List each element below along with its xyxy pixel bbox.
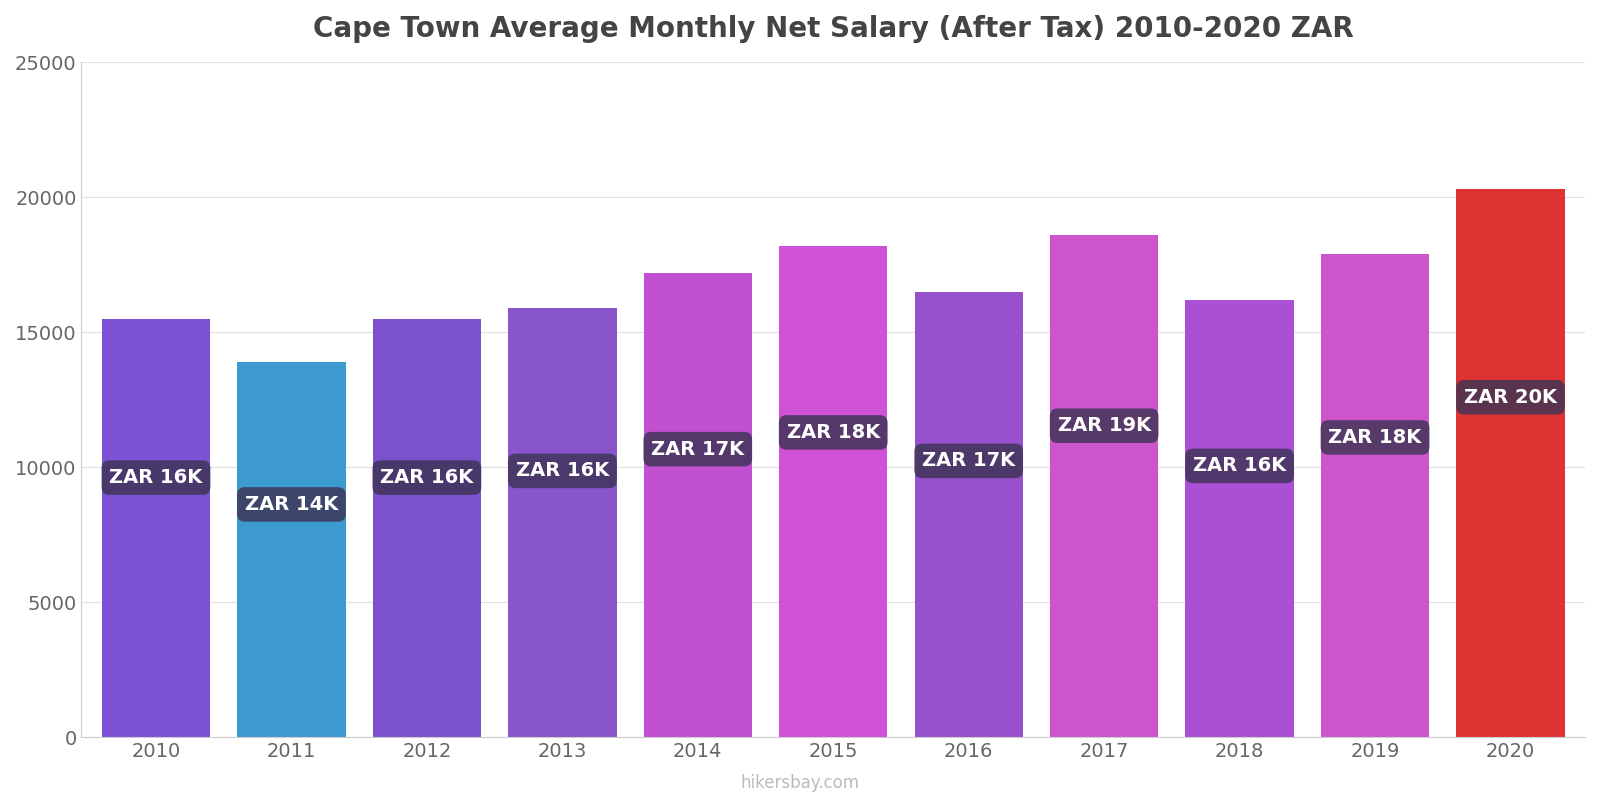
Bar <box>779 246 888 737</box>
Bar <box>373 318 482 737</box>
Text: hikersbay.com: hikersbay.com <box>741 774 859 792</box>
Text: ZAR 19K: ZAR 19K <box>1058 416 1150 435</box>
Bar <box>509 308 616 737</box>
Bar <box>643 273 752 737</box>
Text: ZAR 20K: ZAR 20K <box>1464 388 1557 406</box>
Bar <box>1050 235 1158 737</box>
Text: ZAR 16K: ZAR 16K <box>109 468 203 487</box>
Text: ZAR 17K: ZAR 17K <box>651 440 744 458</box>
Bar <box>915 291 1022 737</box>
Title: Cape Town Average Monthly Net Salary (After Tax) 2010-2020 ZAR: Cape Town Average Monthly Net Salary (Af… <box>314 15 1354 43</box>
Text: ZAR 16K: ZAR 16K <box>381 468 474 487</box>
Text: ZAR 16K: ZAR 16K <box>515 462 610 481</box>
Text: ZAR 17K: ZAR 17K <box>922 451 1016 470</box>
Text: ZAR 14K: ZAR 14K <box>245 495 338 514</box>
Bar <box>1456 189 1565 737</box>
Bar <box>102 318 210 737</box>
Bar <box>1186 300 1294 737</box>
Bar <box>237 362 346 737</box>
Text: ZAR 16K: ZAR 16K <box>1194 456 1286 475</box>
Bar <box>1322 254 1429 737</box>
Text: ZAR 18K: ZAR 18K <box>787 423 880 442</box>
Text: ZAR 18K: ZAR 18K <box>1328 428 1422 447</box>
